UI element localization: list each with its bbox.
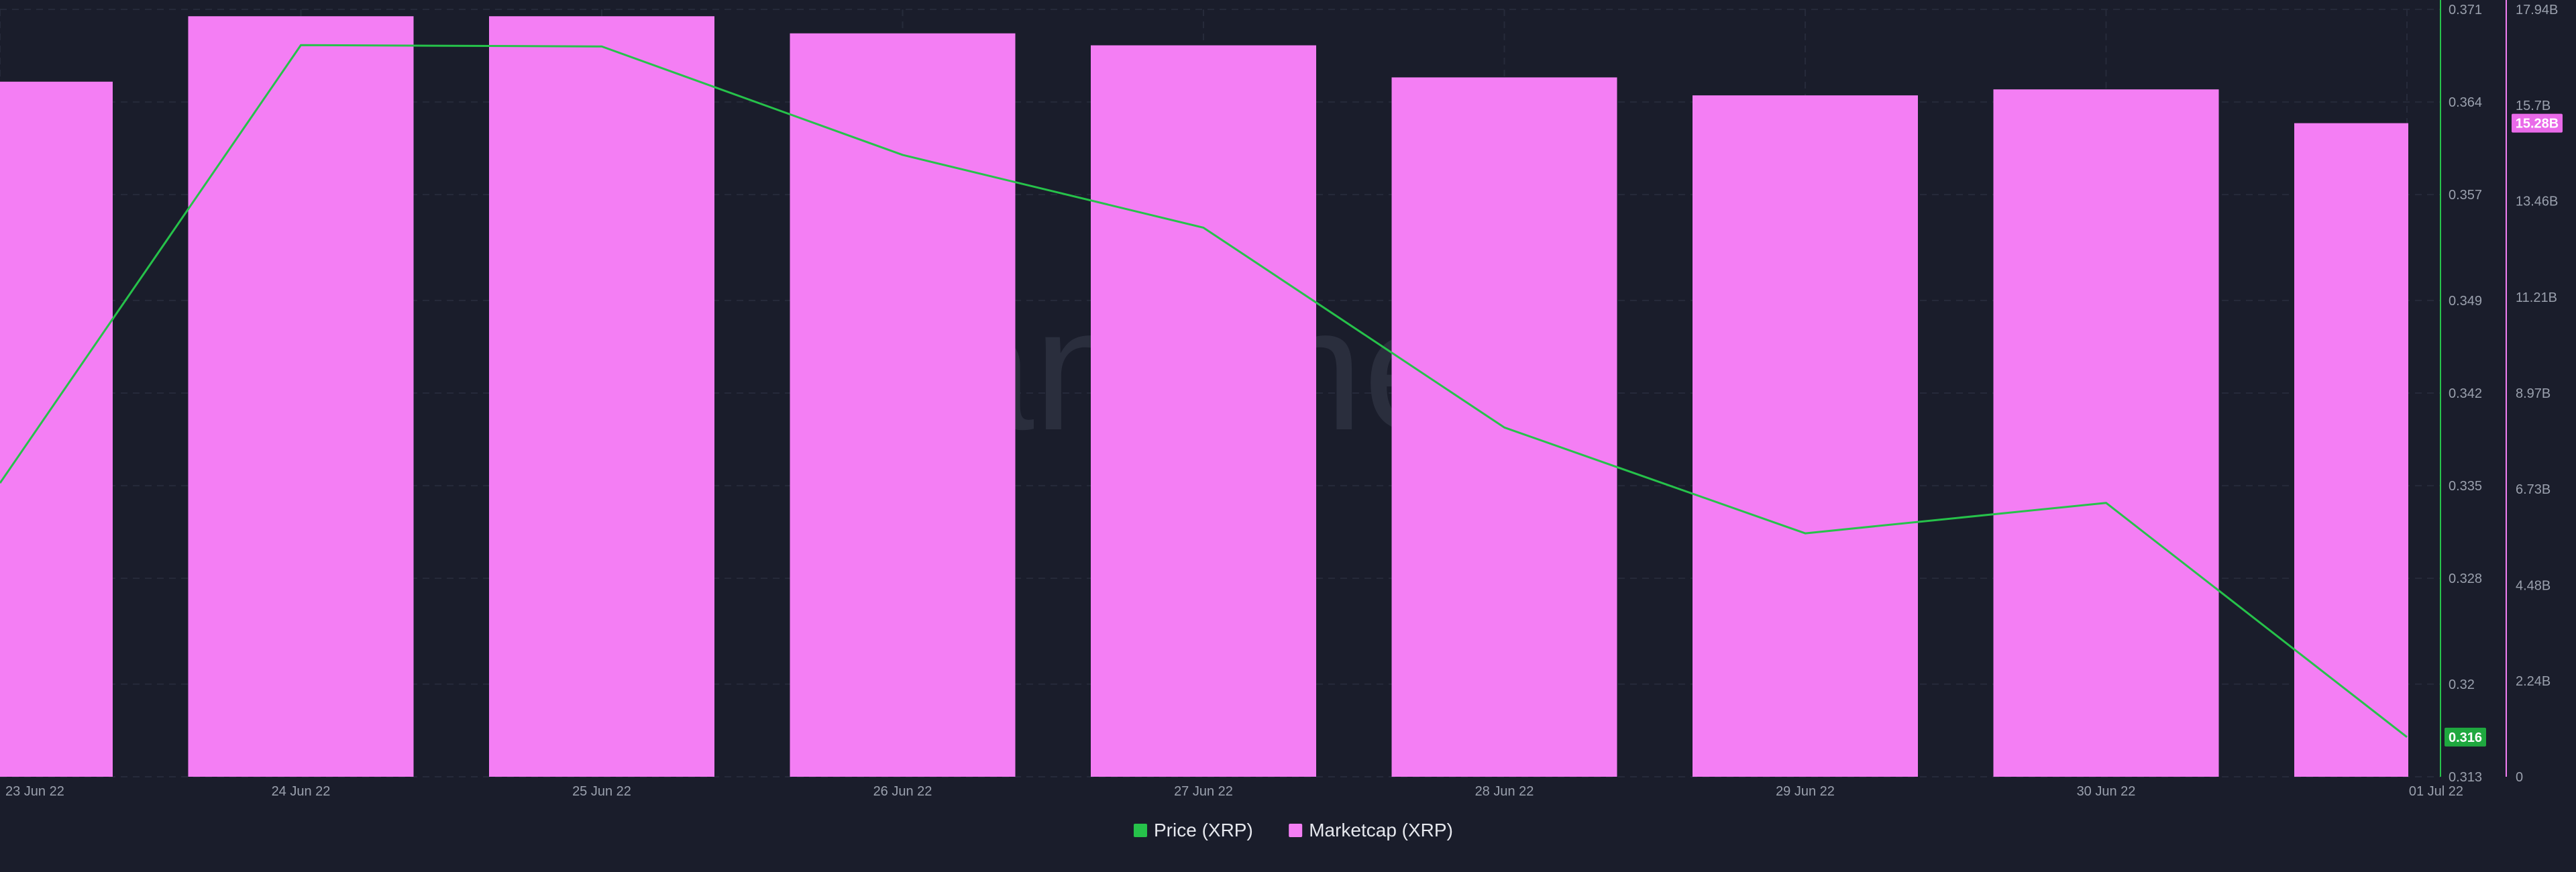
marketcap-bar[interactable] xyxy=(1693,95,1918,777)
price-axis-tick-label: 0.371 xyxy=(2449,3,2482,17)
price-line-layer xyxy=(0,44,2408,739)
marketcap-bar[interactable] xyxy=(489,16,714,777)
x-axis-tick-label: 26 Jun 22 xyxy=(873,784,932,799)
x-axis-tick-label: 27 Jun 22 xyxy=(1174,784,1233,799)
marketcap-bar[interactable] xyxy=(1091,45,1316,777)
legend-marketcap-label[interactable]: Marketcap (XRP) xyxy=(1309,820,1453,840)
price-axis-tick-label: 0.342 xyxy=(2449,386,2482,401)
marketcap-bar[interactable] xyxy=(790,33,1016,777)
axes-layer: 0.371 0.364 0.357 0.349 0.342 0.335 0.328 0.32 0… xyxy=(2440,0,2558,785)
x-axis-tick-label: 23 Jun 22 xyxy=(5,784,64,799)
legend-marketcap-swatch[interactable] xyxy=(1289,824,1303,837)
marketcap-axis-tick-label: 11.21B xyxy=(2516,290,2557,305)
marketcap-axis-tick-label: 0 xyxy=(2516,770,2523,785)
price-last-value-text: 0.316 xyxy=(2449,730,2482,745)
x-axis-tick-label: 28 Jun 22 xyxy=(1475,784,1534,799)
marketcap-bar[interactable] xyxy=(2294,123,2408,777)
legend-price-label[interactable]: Price (XRP) xyxy=(1154,820,1253,840)
marketcap-last-value-text: 15.28B xyxy=(2516,117,2559,131)
marketcap-last-value-badge xyxy=(2512,113,2563,133)
price-axis-tick-label: 0.335 xyxy=(2449,479,2482,494)
x-axis-tick-label: 29 Jun 22 xyxy=(1776,784,1835,799)
price-last-value-badge xyxy=(2445,727,2486,747)
marketcap-axis-tick-label: 2.24B xyxy=(2516,674,2551,689)
x-axis-ticks: 23 Jun 22 24 Jun 22 25 Jun 22 26 Jun 22 27 J… xyxy=(5,784,2463,799)
x-axis-tick-label: 24 Jun 22 xyxy=(272,784,331,799)
x-axis-tick-label: 25 Jun 22 xyxy=(572,784,631,799)
price-axis-tick-label: 0.32 xyxy=(2449,677,2475,692)
marketcap-axis-tick-label: 8.97B xyxy=(2516,386,2551,401)
price-axis-tick-label: 0.364 xyxy=(2449,95,2482,110)
marketcap-axis-tick-label: 15.7B xyxy=(2516,99,2551,113)
marketcap-axis-tick-label: 17.94B xyxy=(2516,3,2558,17)
marketcap-axis-tick-label: 6.73B xyxy=(2516,482,2551,497)
marketcap-bars xyxy=(0,16,2408,777)
x-axis-tick-label: 01 Jul 22 xyxy=(2409,784,2463,799)
last-value-badges: 0.316 15.28B xyxy=(2445,113,2563,747)
price-axis-tick-label: 0.313 xyxy=(2449,770,2482,785)
marketcap-bar[interactable] xyxy=(188,16,414,777)
marketcap-axis-tick-label: 13.46B xyxy=(2516,195,2558,209)
x-axis-tick-label: 30 Jun 22 xyxy=(2077,784,2136,799)
price-axis-tick-label: 0.349 xyxy=(2449,294,2482,309)
legend-price-swatch[interactable] xyxy=(1134,824,1147,837)
price-axis-tick-label: 0.328 xyxy=(2449,571,2482,586)
price-axis-tick-label: 0.357 xyxy=(2449,188,2482,203)
marketcap-bar[interactable] xyxy=(1993,89,2219,777)
legend[interactable]: Price (XRP) Marketcap (XRP) xyxy=(1134,820,1453,840)
marketcap-axis-tick-label: 4.48B xyxy=(2516,578,2551,593)
marketcap-bar[interactable] xyxy=(0,81,113,777)
